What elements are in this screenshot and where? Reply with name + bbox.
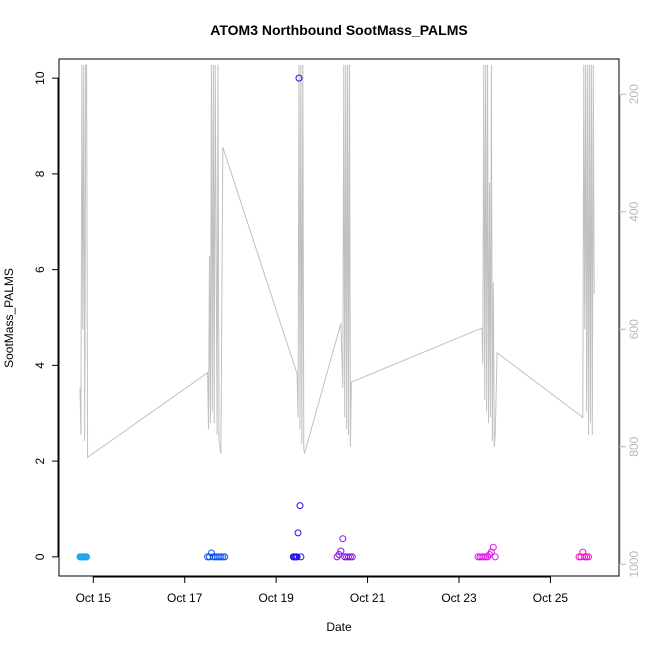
y-tick-label: 4 [33, 362, 47, 369]
right-y-axis: 200 400 600 800 1000 [619, 84, 641, 578]
chart-title: ATOM3 Northbound SootMass_PALMS [210, 22, 467, 38]
data-point [339, 535, 347, 543]
data-point [296, 502, 304, 510]
x-axis: Oct 15 Oct 17 Oct 19 Oct 21 Oct 23 Oct 25 [76, 576, 569, 605]
right-y-tick-label: 400 [627, 201, 641, 221]
pressure-series-line [79, 64, 595, 459]
pressure-line-layer [79, 64, 595, 459]
data-point [581, 553, 589, 561]
x-tick-label: Oct 15 [76, 591, 112, 605]
data-point [219, 553, 227, 561]
right-y-tick-label: 800 [627, 436, 641, 456]
data-point [491, 553, 499, 561]
data-point [207, 549, 215, 557]
y-tick-label: 10 [33, 71, 47, 85]
right-y-tick-label: 1000 [627, 551, 641, 578]
data-point [217, 553, 225, 561]
data-point [295, 74, 303, 82]
data-point [294, 529, 302, 537]
right-y-tick-label: 600 [627, 319, 641, 339]
data-point [221, 553, 229, 561]
x-tick-label: Oct 23 [441, 591, 477, 605]
y-tick-label: 6 [33, 266, 47, 273]
right-y-tick-label: 200 [627, 84, 641, 104]
data-point [585, 553, 592, 561]
data-point [348, 553, 356, 561]
x-tick-label: Oct 17 [167, 591, 203, 605]
y-tick-label: 0 [33, 553, 47, 560]
x-tick-label: Oct 19 [258, 591, 294, 605]
data-point [335, 551, 343, 558]
data-point [297, 553, 305, 561]
data-point [345, 553, 352, 561]
y-tick-label: 2 [33, 457, 47, 464]
data-point [482, 553, 490, 561]
data-point [583, 553, 591, 561]
data-point [480, 553, 488, 561]
data-point [579, 548, 587, 556]
y-tick-label: 8 [33, 170, 47, 177]
plot-frame [58, 58, 620, 577]
x-tick-label: Oct 25 [533, 591, 569, 605]
data-point [293, 553, 301, 561]
data-points-layer [76, 74, 592, 561]
x-tick-label: Oct 21 [350, 591, 386, 605]
y-axis: 0 2 4 6 8 10 [33, 71, 59, 560]
data-point [487, 548, 495, 556]
data-point [489, 543, 497, 551]
x-axis-label: Date [326, 620, 352, 634]
data-point [337, 547, 345, 555]
data-point [346, 553, 354, 561]
y-axis-label: SootMass_PALMS [2, 268, 16, 368]
data-point [83, 553, 91, 561]
